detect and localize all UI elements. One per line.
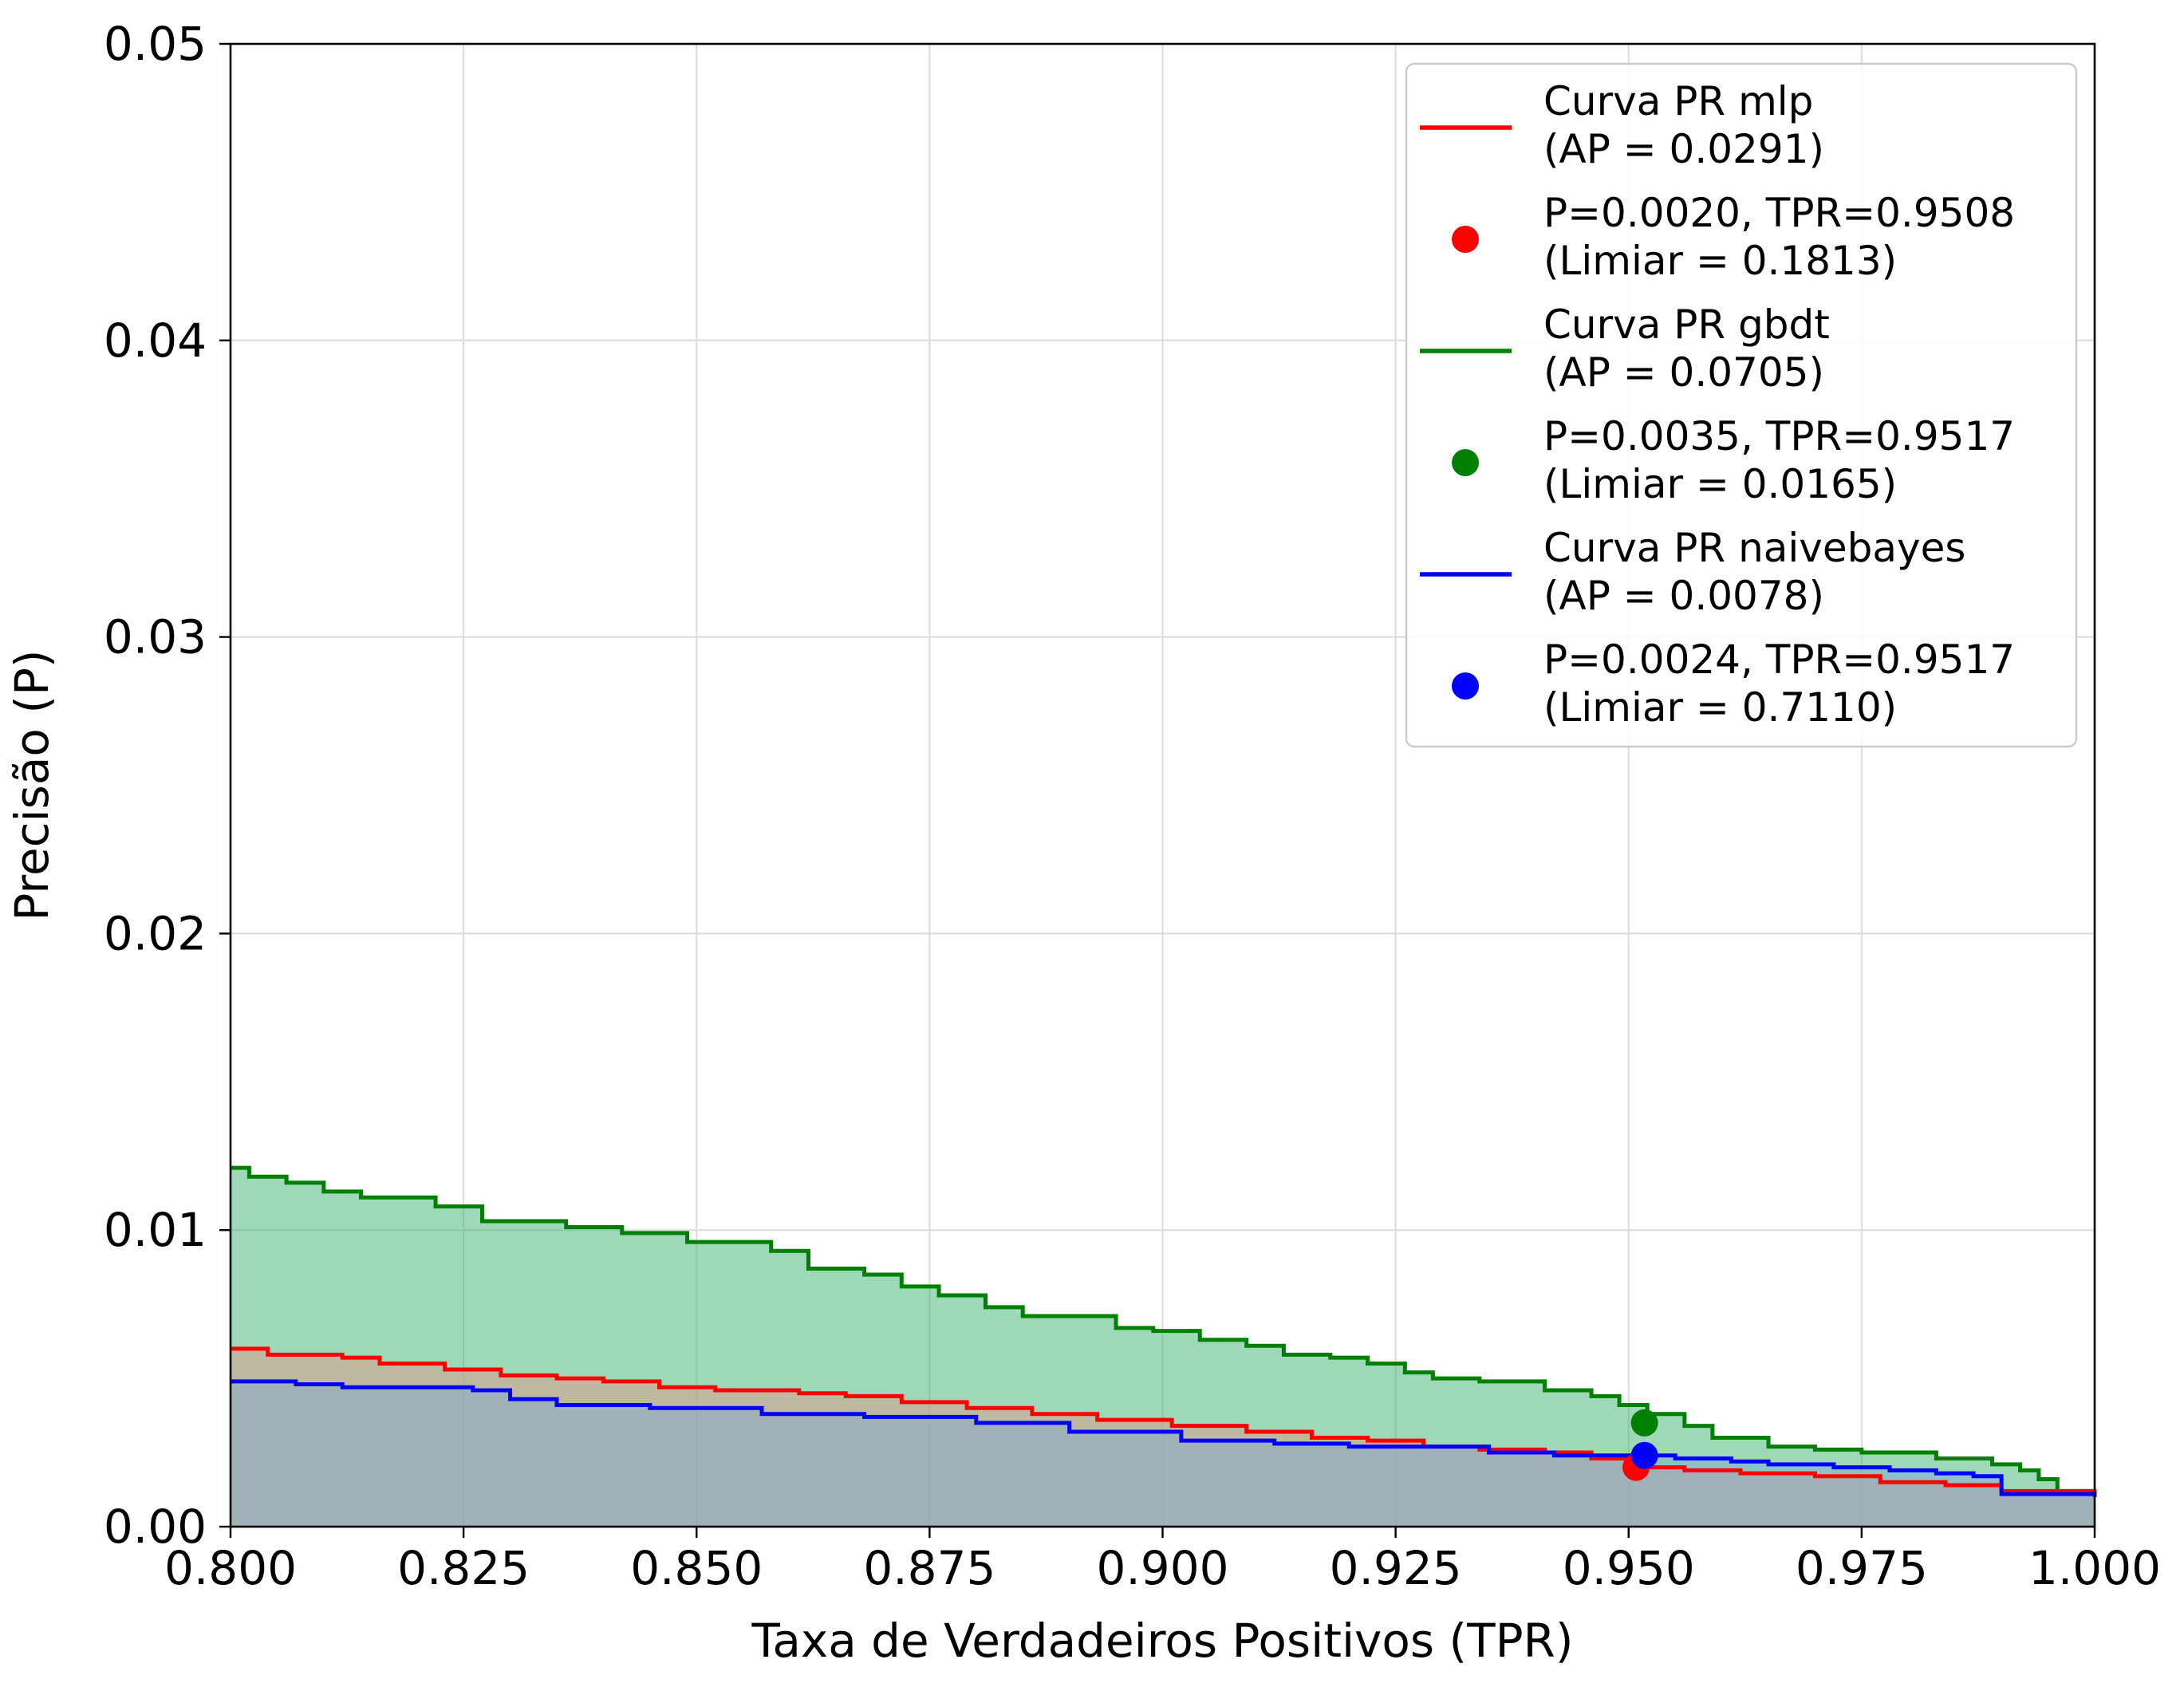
series-line-mlp — [231, 1346, 2097, 1495]
area-fill-naivebayes — [231, 1381, 2095, 1527]
legend-label: P=0.0035, TPR=0.9517 — [1543, 413, 2015, 459]
y-tick-label: 0.05 — [104, 17, 207, 71]
y-axis-label: Precisão (P) — [5, 649, 59, 920]
y-tick-label: 0.04 — [104, 313, 207, 368]
y-tick-label: 0.02 — [104, 906, 207, 960]
legend-dot-swatch — [1452, 672, 1479, 700]
legend-sublabel: (AP = 0.0291) — [1543, 126, 1824, 172]
y-tick-label: 0.00 — [104, 1500, 207, 1554]
x-tick-label: 0.850 — [630, 1541, 763, 1595]
legend-box — [1405, 62, 2078, 748]
legend-dot-swatch — [1452, 226, 1479, 253]
legend-label: P=0.0024, TPR=0.9517 — [1543, 637, 2015, 683]
area-fills — [231, 1168, 2095, 1527]
legend-sublabel: (Limiar = 0.1813) — [1543, 238, 1897, 284]
x-tick-label: 0.800 — [164, 1541, 297, 1595]
x-tick-label: 0.900 — [1096, 1541, 1228, 1595]
x-tick-label: 0.925 — [1330, 1541, 1462, 1595]
series-lines — [231, 1165, 2097, 1497]
operating-points — [1622, 1409, 1658, 1481]
legend-label: Curva PR gbdt — [1543, 302, 1830, 348]
x-tick-label: 0.825 — [397, 1541, 530, 1595]
x-tick-label: 0.950 — [1563, 1541, 1695, 1595]
legend-sublabel: (AP = 0.0705) — [1543, 349, 1824, 396]
legend-label: Curva PR mlp — [1543, 78, 1813, 124]
legend-label: Curva PR naivebayes — [1543, 525, 1965, 571]
series-line-naivebayes — [231, 1379, 2097, 1497]
series-line-gbdt — [231, 1165, 2097, 1495]
legend-sublabel: (AP = 0.0078) — [1543, 573, 1824, 619]
legend-sublabel: (Limiar = 0.7110) — [1543, 684, 1897, 731]
operating-point — [1630, 1409, 1658, 1437]
x-tick-label: 0.975 — [1796, 1541, 1928, 1595]
legend-label: P=0.0020, TPR=0.9508 — [1543, 190, 2015, 236]
axis-ticks: 0.800 0.825 0.850 0.875 0.900 0.925 0.950 0.975… — [104, 17, 2161, 1595]
y-tick-label: 0.01 — [104, 1203, 207, 1257]
legend-sublabel: (Limiar = 0.0165) — [1543, 461, 1897, 507]
y-tick-label: 0.03 — [104, 610, 207, 664]
x-axis-label: Taxa de Verdadeiros Positivos (TPR) — [751, 1614, 1574, 1668]
x-tick-label: 0.875 — [863, 1541, 995, 1595]
legend: Curva PR mlp(AP = 0.0291) P=0.0020, TPR=0… — [1405, 62, 2078, 748]
legend-dot-swatch — [1452, 449, 1479, 476]
operating-point — [1630, 1441, 1658, 1469]
x-tick-label: 1.000 — [2028, 1541, 2161, 1595]
